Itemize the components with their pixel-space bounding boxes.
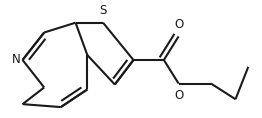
Text: O: O bbox=[174, 18, 183, 31]
Text: N: N bbox=[12, 53, 21, 66]
Text: O: O bbox=[174, 89, 183, 102]
Text: S: S bbox=[99, 4, 107, 17]
